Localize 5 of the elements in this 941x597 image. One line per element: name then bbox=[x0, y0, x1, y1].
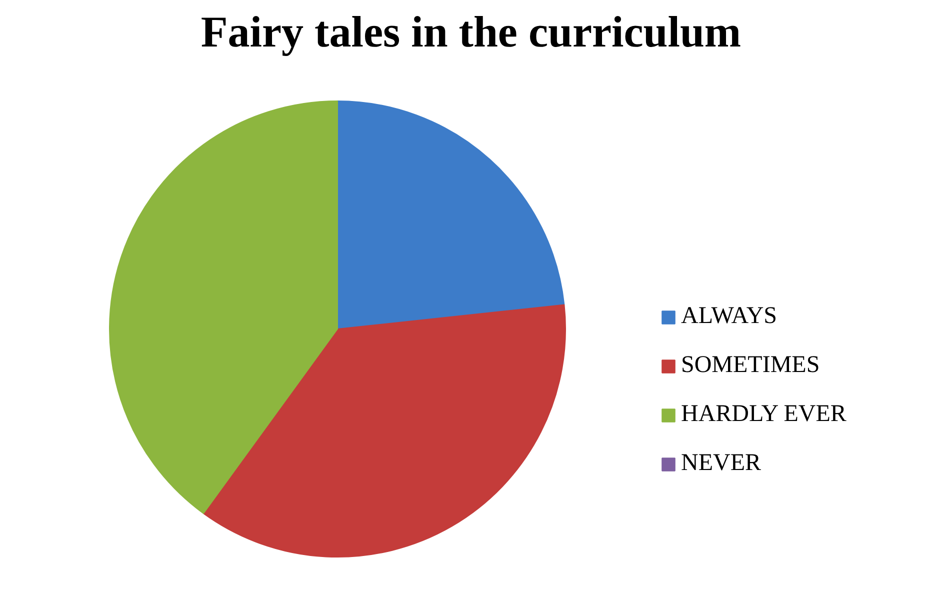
chart-title: Fairy tales in the curriculum bbox=[200, 8, 742, 56]
legend-label: ALWAYS bbox=[681, 303, 778, 330]
legend-label: SOMETIMES bbox=[681, 352, 820, 379]
legend-label: HARDLY EVER bbox=[681, 401, 846, 428]
legend-label: NEVER bbox=[681, 450, 761, 477]
